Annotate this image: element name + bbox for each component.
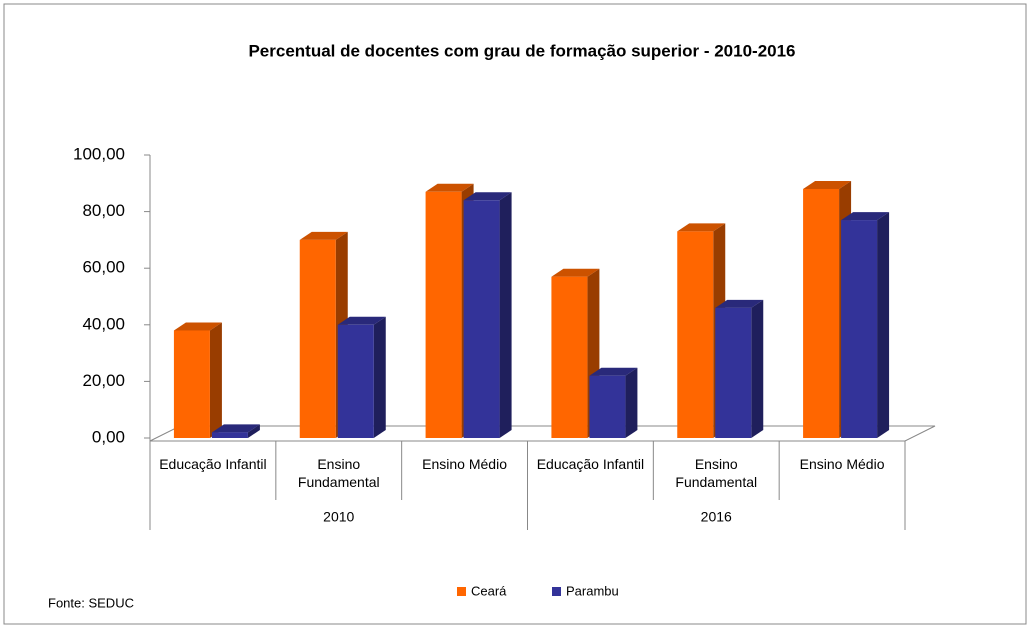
bar <box>173 330 210 438</box>
bar-top <box>425 183 474 192</box>
bar <box>677 231 714 438</box>
bar <box>425 191 462 438</box>
bar-side <box>499 192 512 438</box>
bar <box>211 432 248 438</box>
bar-side <box>751 299 764 438</box>
x-tick-label: Educação Infantil <box>159 456 267 472</box>
bar-top <box>299 231 348 240</box>
bar-top <box>715 299 764 308</box>
bar <box>589 375 626 438</box>
x-tick-label: Ensino Fundamental <box>297 456 380 490</box>
bar-side <box>209 322 222 438</box>
x-tick-label: Ensino Fundamental <box>675 456 758 490</box>
group-label: 2010 <box>323 509 354 525</box>
bar-side <box>625 367 638 438</box>
bar <box>299 239 336 438</box>
legend-label: Ceará <box>471 583 507 598</box>
bar <box>803 188 840 438</box>
bar <box>841 220 878 438</box>
bar-side <box>877 212 890 438</box>
bar-top <box>463 192 512 201</box>
x-tick-label: Educação Infantil <box>536 456 645 472</box>
y-tick-label: 80,00 <box>82 201 125 220</box>
bar-top <box>211 424 260 433</box>
bar-side <box>247 424 260 438</box>
x-tick-label: Ensino Médio <box>799 456 885 472</box>
legend-swatch <box>552 587 561 596</box>
bar <box>715 307 752 438</box>
bar <box>551 276 588 438</box>
bar-side <box>373 316 386 438</box>
bar-top <box>803 180 852 189</box>
bar-top <box>677 223 726 232</box>
source-note: Fonte: SEDUC <box>48 595 134 610</box>
y-tick-label: 60,00 <box>82 258 125 277</box>
bar-top <box>551 268 600 277</box>
y-tick-label: 100,00 <box>73 144 125 163</box>
bar-top <box>173 322 222 331</box>
legend-swatch <box>457 587 466 596</box>
y-tick-label: 20,00 <box>82 371 125 390</box>
bar-top <box>337 316 386 325</box>
bar <box>463 200 500 438</box>
group-label: 2016 <box>701 509 732 525</box>
bar-top <box>589 367 638 376</box>
legend-label: Parambu <box>566 583 619 598</box>
bar-top <box>841 212 890 221</box>
x-tick-label: Ensino Médio <box>422 456 507 472</box>
y-tick-label: 0,00 <box>92 427 125 446</box>
y-tick-label: 40,00 <box>82 314 125 333</box>
chart-title: Percentual de docentes com grau de forma… <box>248 41 795 60</box>
bar <box>337 324 374 438</box>
